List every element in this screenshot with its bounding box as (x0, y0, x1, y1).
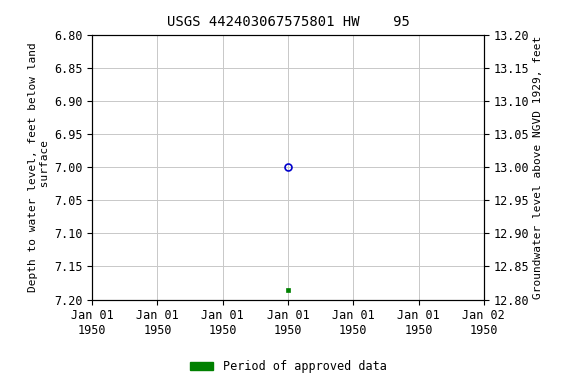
Legend: Period of approved data: Period of approved data (185, 356, 391, 378)
Title: USGS 442403067575801 HW    95: USGS 442403067575801 HW 95 (166, 15, 410, 29)
Y-axis label: Groundwater level above NGVD 1929, feet: Groundwater level above NGVD 1929, feet (533, 35, 543, 299)
Y-axis label: Depth to water level, feet below land
 surface: Depth to water level, feet below land su… (28, 42, 50, 292)
